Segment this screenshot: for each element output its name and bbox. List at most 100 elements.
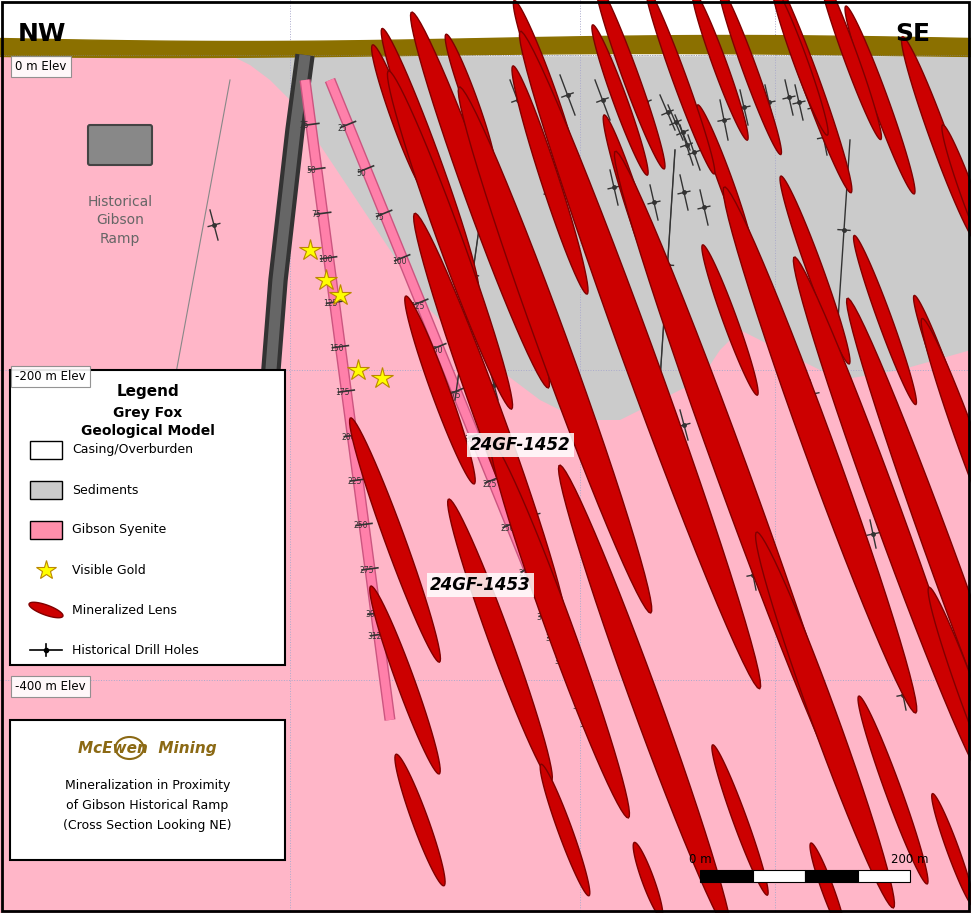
Polygon shape: [932, 793, 971, 907]
Text: 125: 125: [410, 302, 424, 310]
Text: Historical Drill Holes: Historical Drill Holes: [72, 644, 199, 656]
Bar: [30, 521, 62, 539]
Polygon shape: [914, 296, 971, 465]
Polygon shape: [810, 843, 846, 913]
Text: 0 m: 0 m: [688, 853, 712, 866]
Text: (Cross Section Looking NE): (Cross Section Looking NE): [63, 818, 232, 832]
Text: 350: 350: [573, 702, 587, 711]
Text: -400 m Elev: -400 m Elev: [15, 680, 85, 693]
Polygon shape: [845, 6, 915, 194]
Polygon shape: [697, 105, 753, 255]
Text: Sediments: Sediments: [72, 484, 139, 497]
Text: McEwen  Mining: McEwen Mining: [79, 740, 217, 755]
Text: 250: 250: [353, 521, 368, 530]
Text: 50: 50: [306, 166, 316, 174]
Text: 150: 150: [428, 346, 443, 355]
Text: 0 m Elev: 0 m Elev: [15, 60, 66, 73]
Text: NW: NW: [18, 22, 66, 46]
Text: Grey Fox
Geological Model: Grey Fox Geological Model: [81, 406, 215, 438]
Text: 175: 175: [335, 388, 350, 397]
Text: Gibson Syenite: Gibson Syenite: [72, 523, 166, 537]
Text: 50: 50: [356, 169, 366, 177]
Polygon shape: [405, 296, 475, 484]
Polygon shape: [645, 0, 715, 174]
Polygon shape: [414, 214, 566, 626]
Polygon shape: [712, 745, 768, 895]
Polygon shape: [847, 299, 971, 862]
Polygon shape: [540, 764, 589, 896]
Polygon shape: [768, 0, 852, 193]
Text: 25: 25: [300, 121, 310, 131]
Text: 300: 300: [365, 610, 380, 619]
Polygon shape: [819, 0, 882, 140]
Text: SE: SE: [895, 22, 930, 46]
Polygon shape: [512, 66, 588, 294]
Text: 75: 75: [312, 210, 321, 219]
Polygon shape: [387, 71, 513, 409]
Text: 125: 125: [323, 299, 338, 309]
Bar: [805, 870, 857, 882]
Polygon shape: [370, 586, 440, 774]
Polygon shape: [702, 245, 758, 395]
Polygon shape: [411, 12, 550, 388]
Polygon shape: [692, 0, 748, 141]
Text: 100: 100: [392, 257, 407, 267]
Polygon shape: [372, 45, 428, 195]
Polygon shape: [780, 176, 850, 364]
Polygon shape: [230, 55, 971, 420]
Bar: [753, 870, 805, 882]
FancyBboxPatch shape: [88, 125, 152, 165]
Polygon shape: [755, 532, 894, 908]
Text: 200 m: 200 m: [891, 853, 928, 866]
Text: 150: 150: [329, 343, 344, 352]
Text: 360: 360: [580, 719, 594, 729]
Text: 300: 300: [536, 613, 552, 622]
Polygon shape: [928, 587, 971, 813]
Text: Historical
Gibson
Ramp: Historical Gibson Ramp: [87, 195, 152, 246]
Polygon shape: [772, 0, 828, 135]
Text: 312: 312: [368, 632, 383, 641]
Bar: [30, 441, 62, 459]
Text: Mineralized Lens: Mineralized Lens: [72, 603, 177, 616]
Polygon shape: [793, 257, 971, 783]
Text: 25: 25: [338, 124, 348, 133]
Text: -200 m Elev: -200 m Elev: [15, 370, 85, 383]
Bar: [10, 370, 285, 665]
Polygon shape: [723, 187, 917, 713]
Text: 325: 325: [554, 657, 569, 666]
Text: 225: 225: [483, 479, 497, 488]
Polygon shape: [458, 87, 652, 614]
Bar: [0, 0, 971, 55]
Text: 75: 75: [374, 213, 384, 222]
Text: 275: 275: [359, 566, 374, 575]
Text: Visible Gold: Visible Gold: [72, 563, 146, 576]
Text: of Gibson Historical Ramp: of Gibson Historical Ramp: [66, 799, 228, 812]
Polygon shape: [719, 0, 782, 154]
Polygon shape: [445, 34, 495, 166]
Polygon shape: [514, 0, 577, 170]
Polygon shape: [29, 603, 63, 618]
Polygon shape: [395, 754, 445, 886]
Text: 100: 100: [318, 255, 332, 264]
Polygon shape: [350, 418, 441, 662]
Text: 312: 312: [545, 635, 559, 644]
Polygon shape: [490, 442, 629, 818]
Polygon shape: [901, 37, 971, 244]
Text: Legend: Legend: [117, 384, 179, 399]
Polygon shape: [633, 843, 663, 913]
Polygon shape: [448, 499, 552, 781]
Text: Mineralization in Proximity: Mineralization in Proximity: [65, 779, 230, 792]
Text: Casing/Overburden: Casing/Overburden: [72, 444, 193, 456]
Polygon shape: [382, 28, 479, 291]
Text: 225: 225: [348, 477, 361, 486]
Bar: [857, 870, 910, 882]
Polygon shape: [592, 25, 648, 175]
Polygon shape: [603, 115, 667, 305]
Bar: [30, 481, 62, 499]
Polygon shape: [942, 125, 971, 275]
Text: 24GF-1452: 24GF-1452: [470, 436, 571, 454]
Polygon shape: [519, 31, 760, 689]
Bar: [700, 870, 753, 882]
Polygon shape: [595, 0, 665, 169]
Polygon shape: [558, 465, 731, 913]
